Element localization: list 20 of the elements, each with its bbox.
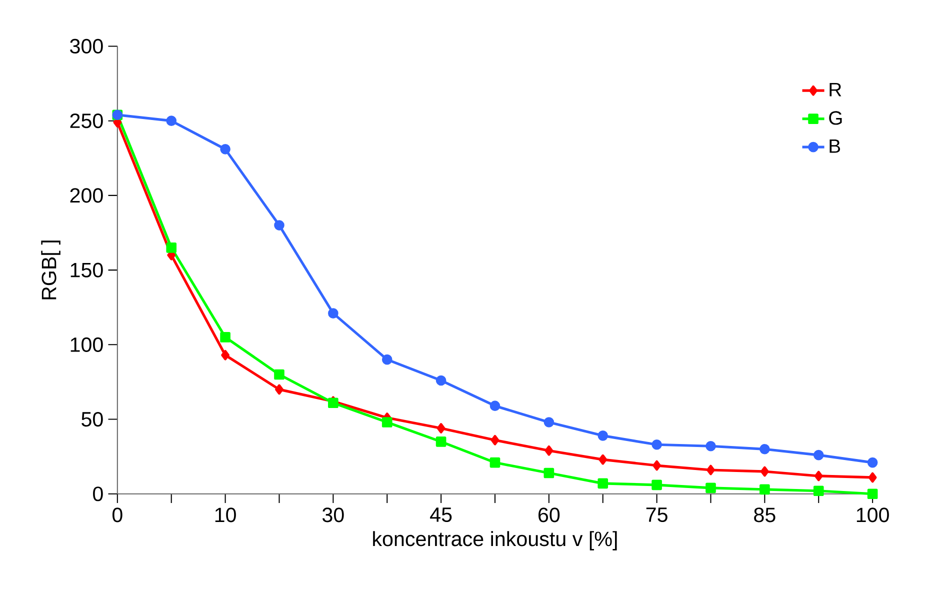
y-tick-label: 0 xyxy=(93,486,103,502)
legend-label: G xyxy=(829,110,842,125)
y-tick-label: 250 xyxy=(70,113,103,128)
x-tick-label: 60 xyxy=(538,507,560,522)
y-tick-label: 150 xyxy=(70,262,103,278)
x-tick-label: 0 xyxy=(112,507,122,522)
y-axis-title: RGB[ ] xyxy=(41,240,60,300)
x-tick-label: 85 xyxy=(754,507,776,522)
legend-label: B xyxy=(830,139,840,153)
legend-label: R xyxy=(830,82,842,96)
x-tick-label: 30 xyxy=(322,507,344,522)
x-tick-label: 10 xyxy=(215,507,236,522)
x-tick-label: 45 xyxy=(430,507,452,522)
y-tick-label: 300 xyxy=(70,38,103,54)
y-tick-label: 200 xyxy=(70,188,103,203)
y-tick-label: 100 xyxy=(70,337,103,352)
x-tick-label: 75 xyxy=(646,507,668,522)
x-tick-label: 100 xyxy=(856,507,889,522)
y-tick-label: 50 xyxy=(82,412,103,426)
x-axis-title: koncentrace inkoustu v [%] xyxy=(373,530,617,550)
